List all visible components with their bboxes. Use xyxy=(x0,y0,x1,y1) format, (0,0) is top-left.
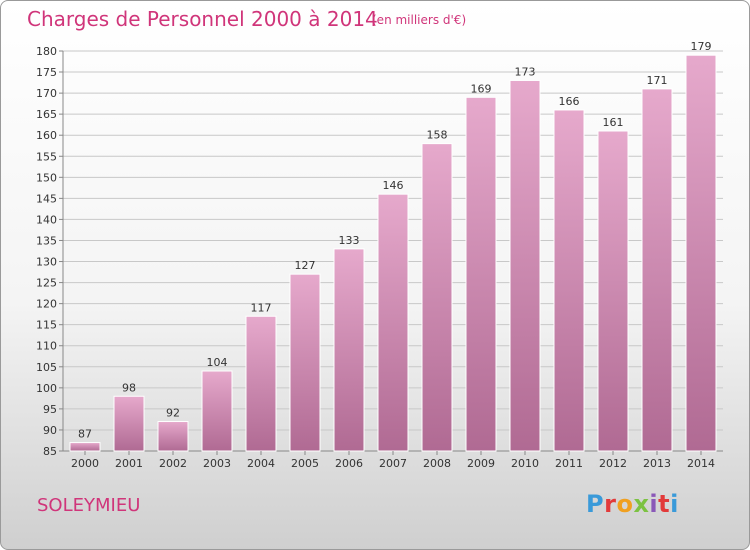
bar xyxy=(157,421,189,452)
bar-value-label: 117 xyxy=(251,301,272,314)
x-tick-label: 2010 xyxy=(511,457,539,470)
x-tick-label: 2005 xyxy=(291,457,319,470)
y-tick-label: 135 xyxy=(36,234,57,247)
y-tick-label: 120 xyxy=(36,298,57,311)
logo-letter: o xyxy=(616,490,634,518)
bar-value-label: 104 xyxy=(207,356,228,369)
x-tick-label: 2006 xyxy=(335,457,363,470)
bar xyxy=(201,370,233,452)
y-tick-label: 105 xyxy=(36,361,57,374)
bar xyxy=(377,193,409,452)
bar xyxy=(685,54,717,452)
bar-value-label: 87 xyxy=(78,428,92,441)
bar xyxy=(641,88,673,452)
y-tick-label: 165 xyxy=(36,108,57,121)
y-tick-label: 140 xyxy=(36,213,57,226)
bar xyxy=(245,315,277,452)
bar-value-label: 158 xyxy=(427,129,448,142)
bar-value-label: 166 xyxy=(559,95,580,108)
y-tick-label: 130 xyxy=(36,256,57,269)
bar-value-label: 171 xyxy=(647,74,668,87)
x-tick-label: 2011 xyxy=(555,457,583,470)
bar-value-label: 173 xyxy=(515,65,536,78)
bar xyxy=(553,109,585,452)
y-tick-label: 175 xyxy=(36,66,57,79)
y-tick-label: 155 xyxy=(36,150,57,163)
x-tick-label: 2000 xyxy=(71,457,99,470)
logo-letter: i xyxy=(670,490,679,518)
bar xyxy=(509,79,541,452)
x-tick-label: 2001 xyxy=(115,457,143,470)
bar xyxy=(69,442,101,452)
x-tick-label: 2003 xyxy=(203,457,231,470)
location-label: SOLEYMIEU xyxy=(37,495,141,516)
bar-value-label: 127 xyxy=(295,259,316,272)
y-tick-label: 100 xyxy=(36,382,57,395)
bar-value-label: 179 xyxy=(691,40,712,53)
bar xyxy=(289,273,321,452)
x-tick-label: 2007 xyxy=(379,457,407,470)
proxiti-logo: Proxiti xyxy=(586,490,679,518)
bar xyxy=(465,96,497,452)
logo-letter: x xyxy=(633,490,650,518)
y-tick-label: 180 xyxy=(36,45,57,58)
y-tick-label: 90 xyxy=(43,424,57,437)
y-tick-label: 160 xyxy=(36,129,57,142)
logo-letter: P xyxy=(586,490,605,518)
y-tick-label: 85 xyxy=(43,445,57,458)
chart-title: Charges de Personnel 2000 à 2014 xyxy=(27,7,378,31)
bar xyxy=(597,130,629,452)
y-tick-label: 170 xyxy=(36,87,57,100)
chart-unit: (en milliers d'€) xyxy=(372,13,467,27)
x-tick-label: 2008 xyxy=(423,457,451,470)
bar-value-label: 169 xyxy=(471,82,492,95)
logo-letter: r xyxy=(604,490,617,518)
y-tick-label: 115 xyxy=(36,319,57,332)
bar-value-label: 98 xyxy=(122,381,136,394)
y-tick-label: 125 xyxy=(36,277,57,290)
bar-value-label: 133 xyxy=(339,234,360,247)
bar-value-label: 161 xyxy=(603,116,624,129)
bar-value-label: 92 xyxy=(166,407,180,420)
bar-value-label: 146 xyxy=(383,179,404,192)
x-tick-label: 2002 xyxy=(159,457,187,470)
x-tick-label: 2013 xyxy=(643,457,671,470)
bar xyxy=(333,248,365,452)
logo-letter: t xyxy=(658,490,671,518)
x-tick-label: 2014 xyxy=(687,457,715,470)
bar xyxy=(421,143,453,452)
bar xyxy=(113,395,145,452)
y-tick-label: 150 xyxy=(36,171,57,184)
logo-letter: i xyxy=(649,490,659,518)
y-tick-label: 95 xyxy=(43,403,57,416)
x-tick-label: 2004 xyxy=(247,457,275,470)
x-tick-label: 2009 xyxy=(467,457,495,470)
y-tick-label: 145 xyxy=(36,192,57,205)
x-tick-label: 2012 xyxy=(599,457,627,470)
y-tick-label: 110 xyxy=(36,340,57,353)
